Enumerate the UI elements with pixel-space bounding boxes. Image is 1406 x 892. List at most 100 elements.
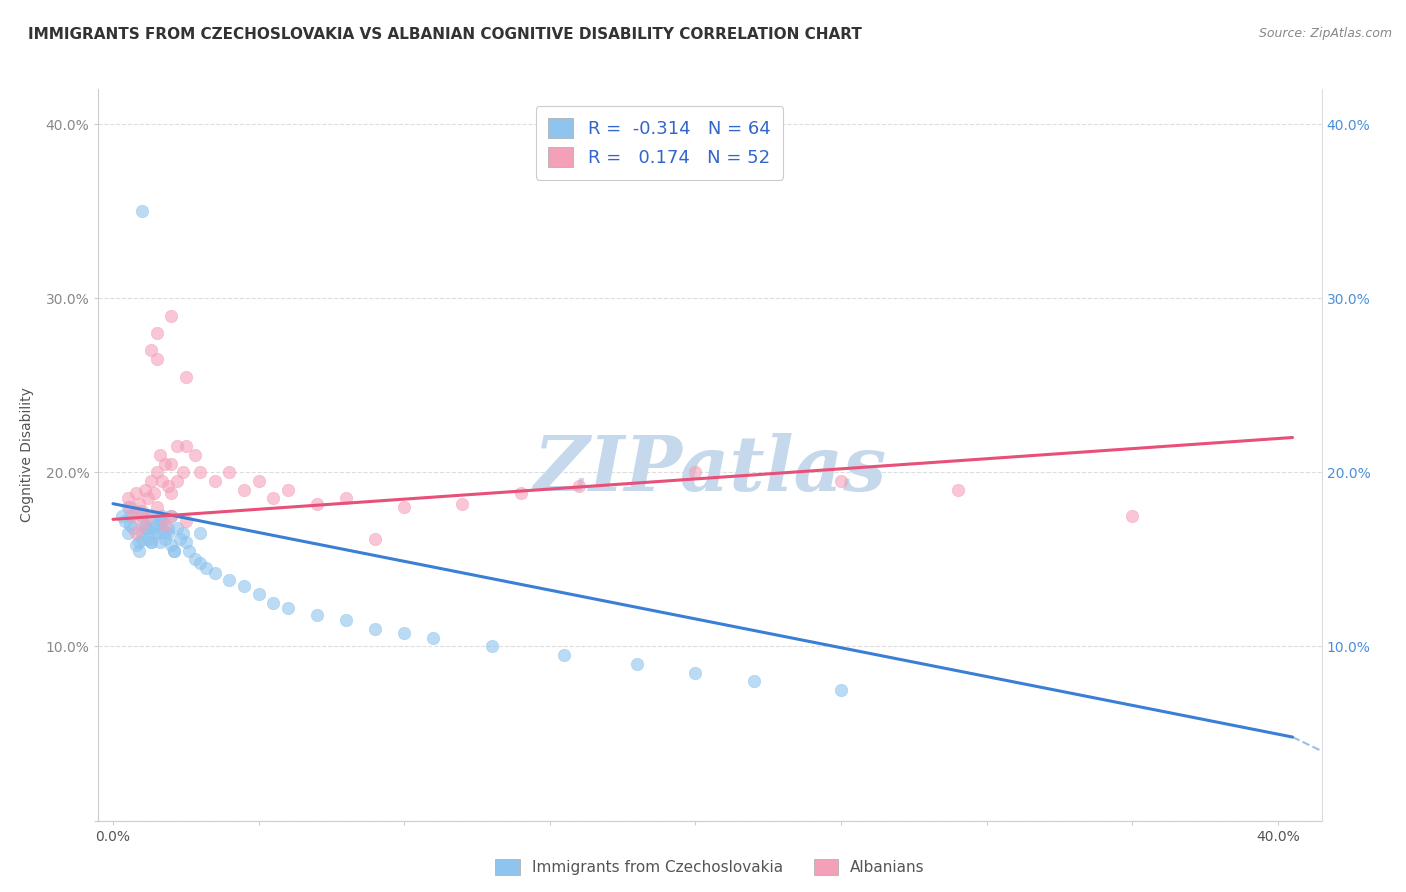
- Point: [553, 648, 575, 663]
- Point: [128, 497, 150, 511]
- Point: [122, 521, 145, 535]
- Text: ZIPatlas: ZIPatlas: [533, 433, 887, 507]
- Point: [139, 508, 162, 523]
- Point: [626, 657, 648, 671]
- Point: [134, 483, 156, 497]
- Point: [117, 491, 139, 506]
- Point: [139, 474, 162, 488]
- Point: [131, 532, 153, 546]
- Point: [277, 483, 299, 497]
- Point: [247, 474, 270, 488]
- Point: [160, 508, 183, 523]
- Point: [125, 526, 148, 541]
- Point: [145, 466, 167, 480]
- Point: [830, 683, 852, 698]
- Point: [204, 566, 226, 581]
- Point: [142, 486, 165, 500]
- Point: [155, 532, 177, 546]
- Point: [136, 491, 159, 506]
- Point: [509, 486, 531, 500]
- Point: [142, 521, 165, 535]
- Point: [145, 517, 167, 532]
- Point: [155, 457, 177, 471]
- Point: [160, 486, 183, 500]
- Legend: Immigrants from Czechoslovakia, Albanians: Immigrants from Czechoslovakia, Albanian…: [488, 851, 932, 882]
- Point: [145, 500, 167, 515]
- Point: [134, 517, 156, 532]
- Point: [152, 514, 174, 528]
- Point: [120, 500, 142, 515]
- Point: [174, 514, 197, 528]
- Point: [183, 448, 205, 462]
- Point: [160, 457, 183, 471]
- Point: [155, 517, 177, 532]
- Point: [155, 526, 177, 541]
- Point: [131, 517, 153, 532]
- Point: [120, 517, 142, 532]
- Point: [157, 526, 180, 541]
- Point: [277, 601, 299, 615]
- Point: [174, 439, 197, 453]
- Point: [149, 514, 172, 528]
- Point: [568, 479, 591, 493]
- Point: [685, 665, 707, 680]
- Point: [451, 497, 474, 511]
- Point: [422, 631, 444, 645]
- Point: [160, 508, 183, 523]
- Point: [166, 474, 188, 488]
- Point: [117, 500, 139, 515]
- Point: [166, 439, 188, 453]
- Point: [122, 508, 145, 523]
- Point: [149, 535, 172, 549]
- Point: [183, 552, 205, 566]
- Point: [233, 483, 256, 497]
- Point: [157, 479, 180, 493]
- Point: [830, 474, 852, 488]
- Point: [335, 613, 357, 627]
- Point: [335, 491, 357, 506]
- Point: [139, 343, 162, 358]
- Point: [163, 543, 186, 558]
- Point: [145, 526, 167, 541]
- Point: [172, 526, 194, 541]
- Point: [1121, 508, 1143, 523]
- Point: [131, 508, 153, 523]
- Point: [117, 526, 139, 541]
- Point: [364, 622, 387, 636]
- Point: [128, 535, 150, 549]
- Point: [169, 532, 191, 546]
- Point: [177, 543, 200, 558]
- Point: [394, 625, 416, 640]
- Point: [125, 486, 148, 500]
- Point: [131, 204, 153, 219]
- Point: [139, 535, 162, 549]
- Point: [188, 556, 212, 570]
- Point: [233, 578, 256, 592]
- Point: [128, 543, 150, 558]
- Point: [262, 596, 284, 610]
- Point: [685, 466, 707, 480]
- Point: [946, 483, 969, 497]
- Point: [262, 491, 284, 506]
- Point: [149, 448, 172, 462]
- Point: [131, 526, 153, 541]
- Text: IMMIGRANTS FROM CZECHOSLOVAKIA VS ALBANIAN COGNITIVE DISABILITY CORRELATION CHAR: IMMIGRANTS FROM CZECHOSLOVAKIA VS ALBANI…: [28, 27, 862, 42]
- Point: [172, 466, 194, 480]
- Point: [125, 503, 148, 517]
- Point: [481, 640, 503, 654]
- Point: [114, 514, 136, 528]
- Point: [174, 369, 197, 384]
- Point: [163, 543, 186, 558]
- Point: [142, 526, 165, 541]
- Point: [145, 326, 167, 340]
- Point: [218, 574, 240, 588]
- Text: Source: ZipAtlas.com: Source: ZipAtlas.com: [1258, 27, 1392, 40]
- Point: [364, 532, 387, 546]
- Point: [145, 352, 167, 367]
- Point: [125, 539, 148, 553]
- Point: [160, 539, 183, 553]
- Point: [305, 608, 328, 623]
- Point: [136, 532, 159, 546]
- Point: [247, 587, 270, 601]
- Point: [188, 466, 212, 480]
